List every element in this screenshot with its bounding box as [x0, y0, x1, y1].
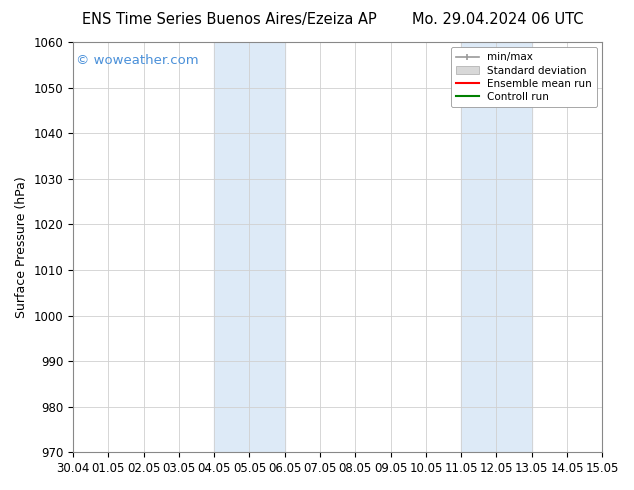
Text: Mo. 29.04.2024 06 UTC: Mo. 29.04.2024 06 UTC	[412, 12, 584, 27]
Text: © woweather.com: © woweather.com	[75, 54, 198, 67]
Text: ENS Time Series Buenos Aires/Ezeiza AP: ENS Time Series Buenos Aires/Ezeiza AP	[82, 12, 377, 27]
Legend: min/max, Standard deviation, Ensemble mean run, Controll run: min/max, Standard deviation, Ensemble me…	[451, 47, 597, 107]
Bar	[461, 42, 532, 452]
Bar	[214, 42, 285, 452]
Y-axis label: Surface Pressure (hPa): Surface Pressure (hPa)	[15, 176, 28, 318]
